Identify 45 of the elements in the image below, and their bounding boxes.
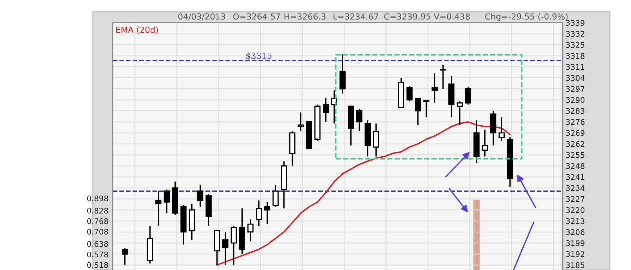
candlestick <box>147 225 154 264</box>
candlestick <box>122 247 128 266</box>
candlestick <box>465 86 472 106</box>
candlestick <box>373 123 380 158</box>
candlestick <box>298 112 304 132</box>
candlestick <box>340 54 346 94</box>
text: L=3234.67 <box>334 14 378 20</box>
candlestick <box>164 189 170 214</box>
candlestick <box>206 194 212 227</box>
text: C=3239.95 <box>384 14 431 20</box>
text: 04/03/2013 <box>178 14 226 21</box>
candlestick <box>156 190 162 227</box>
candlestick <box>456 101 464 126</box>
candlestick <box>423 99 430 118</box>
candlestick <box>248 219 254 242</box>
candlestick <box>323 98 330 123</box>
candlestick <box>222 232 229 266</box>
candlestick <box>474 120 480 164</box>
candlestick <box>498 116 505 142</box>
candlestick <box>432 72 438 104</box>
text: H=3266.3 <box>284 14 326 20</box>
candlestick <box>189 203 196 241</box>
text: EMA (20d) <box>116 26 158 34</box>
text: V=0.438 <box>434 14 470 20</box>
ref-line-label: $3315 <box>246 52 272 60</box>
candlestick <box>197 184 204 208</box>
candlestick <box>415 98 422 126</box>
candlestick <box>490 110 497 146</box>
candlestick <box>214 230 220 266</box>
candlestick <box>290 130 296 167</box>
candlestick <box>364 120 371 158</box>
text: O=3264.57 <box>233 14 280 20</box>
candlestick <box>272 184 279 208</box>
candlestick <box>482 129 488 158</box>
candlestick <box>356 108 363 132</box>
candlestick <box>256 200 262 227</box>
candlestick <box>448 76 455 118</box>
candlestick <box>440 64 446 90</box>
candlestick <box>230 225 238 266</box>
candlestick <box>281 160 288 210</box>
text: Chg=-29.55 (-0.9%) <box>485 13 568 22</box>
candlestick <box>239 208 246 255</box>
candlestick <box>264 202 271 225</box>
candlestick <box>406 85 413 102</box>
candlestick <box>348 106 354 146</box>
